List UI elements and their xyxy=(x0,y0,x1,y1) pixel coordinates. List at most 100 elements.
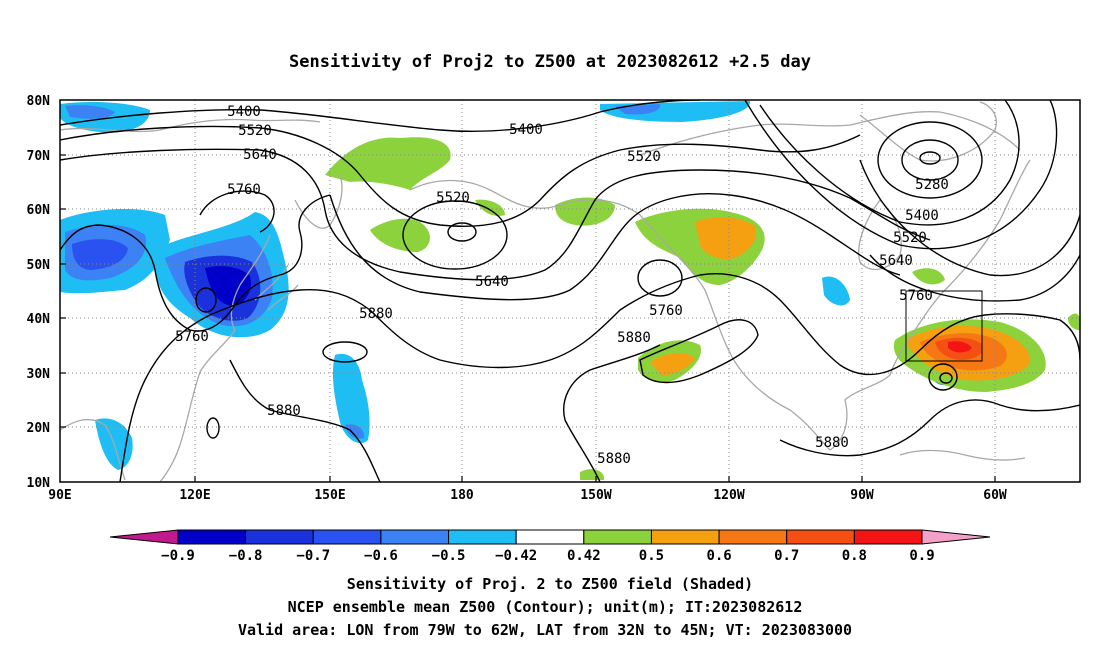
contour-low-japan xyxy=(195,287,217,313)
contour-label: 5520 xyxy=(238,123,272,139)
colorbar-swatch xyxy=(380,529,450,545)
contour-5520-arctic xyxy=(60,125,861,227)
contour-label: 5520 xyxy=(893,230,927,246)
shade-eastpac-orange xyxy=(650,353,695,376)
colorbar-swatch xyxy=(177,529,247,545)
positive-sensitivity-shading xyxy=(325,137,1080,480)
colorbar-label: 0.42 xyxy=(567,548,601,564)
contour-bermuda-outer xyxy=(928,363,958,391)
figure-title: Sensitivity of Proj2 to Z500 at 20230826… xyxy=(289,52,811,72)
contour-5760-main xyxy=(60,193,901,332)
longitude-labels: 90E 120E 150E 180 150W 120W 90W 60W xyxy=(48,488,1007,503)
contour-label: 5880 xyxy=(815,435,849,451)
colorbar-label: −0.42 xyxy=(495,548,537,564)
colorbar-label: −0.9 xyxy=(161,548,195,564)
coast-caribbean xyxy=(899,449,1026,461)
coast-kamchatka xyxy=(294,174,343,229)
coast-east-asia xyxy=(159,234,271,482)
contour-label: 5760 xyxy=(227,182,261,198)
lon-label: 90W xyxy=(850,488,874,503)
negative-sensitivity-shading xyxy=(60,101,951,470)
contour-label: 5520 xyxy=(627,149,661,165)
shade-pacific-strip xyxy=(332,353,370,444)
contour-high-pacific xyxy=(322,341,368,363)
coast-greenland xyxy=(859,101,997,162)
lat-label: 70N xyxy=(27,149,51,164)
contour-bermuda-inner xyxy=(939,372,953,384)
z500-contours xyxy=(60,100,1080,482)
colorbar-label: 0.7 xyxy=(774,548,799,564)
colorbar-max-triangle xyxy=(921,529,991,545)
contour-5280-core xyxy=(919,151,941,165)
contour-5760-west xyxy=(199,190,275,233)
contour-small-tropic xyxy=(206,417,220,439)
coastlines xyxy=(60,101,1031,482)
coast-gulf xyxy=(829,289,946,451)
lat-label: 40N xyxy=(27,312,51,327)
lon-label: 120W xyxy=(713,488,744,503)
shade-canada-orange xyxy=(695,217,757,260)
contour-5880-main xyxy=(119,273,1080,482)
shade-arctic-west-core xyxy=(65,105,115,119)
contour-low-bering xyxy=(447,222,477,242)
shade-bering-green xyxy=(370,218,430,252)
shade-atlantic-peak xyxy=(948,341,972,353)
colorbar-swatch xyxy=(312,529,382,545)
contour-polar-5760 xyxy=(869,254,1080,302)
colorbar-swatch xyxy=(650,529,720,545)
lat-label: 20N xyxy=(27,421,51,436)
shade-west-siberia-core2 xyxy=(72,239,128,270)
colorbar-swatch xyxy=(245,529,314,545)
coast-hudson xyxy=(858,199,902,271)
colorbar-label: −0.8 xyxy=(229,548,263,564)
valid-area-box xyxy=(905,290,983,362)
contour-label: 5640 xyxy=(243,147,277,163)
lat-label: 80N xyxy=(27,94,51,109)
contour-label: 5280 xyxy=(915,177,949,193)
coast-indochina xyxy=(60,418,126,481)
colorbar-swatch xyxy=(583,529,652,545)
colorbar-label: 0.6 xyxy=(706,548,731,564)
lon-label: 150E xyxy=(314,488,345,503)
shade-aleutian-green xyxy=(475,199,505,216)
contour-polar-5400 xyxy=(759,100,1020,226)
caption-line-2: NCEP ensemble mean Z500 (Contour); unit(… xyxy=(288,598,803,616)
shade-arctic-green xyxy=(325,137,451,190)
coast-labrador xyxy=(944,159,1031,291)
contour-5280-ring1 xyxy=(901,139,959,181)
caption: Sensitivity of Proj. 2 to Z500 field (Sh… xyxy=(238,575,852,639)
lon-label: 60W xyxy=(983,488,1007,503)
contour-label: 5640 xyxy=(475,274,509,290)
caption-line-3: Valid area: LON from 79W to 62W, LAT fro… xyxy=(238,621,852,639)
coast-canada-north xyxy=(639,111,1021,156)
colorbar-label: −0.5 xyxy=(432,548,466,564)
contour-label: 5880 xyxy=(267,403,301,419)
contour-label: 5520 xyxy=(436,190,470,206)
contour-5400-arctic xyxy=(60,100,701,132)
contour-label: 5640 xyxy=(879,253,913,269)
lon-label: 150W xyxy=(580,488,611,503)
tick-marks xyxy=(60,154,996,482)
contour-low-bering-outer xyxy=(402,200,508,270)
contour-label: 5760 xyxy=(649,303,683,319)
colorbar-label: 0.9 xyxy=(909,548,934,564)
colorbar-swatch xyxy=(718,529,788,545)
shade-gulf-alaska-green xyxy=(555,197,615,226)
contour-5280-ring2 xyxy=(877,121,983,199)
colorbar-label: −0.7 xyxy=(296,548,330,564)
lat-label: 30N xyxy=(27,367,51,382)
contour-polar-5640 xyxy=(859,159,1080,277)
colorbar-labels: −0.9 −0.8 −0.7 −0.6 −0.5 −0.42 0.42 0.5 0.6 0.7 0.… xyxy=(161,548,935,564)
contour-label: 5400 xyxy=(905,208,939,224)
contour-5640-arctic xyxy=(60,148,931,281)
colorbar-label: −0.6 xyxy=(364,548,398,564)
lat-label: 50N xyxy=(27,258,51,273)
contour-label: 5400 xyxy=(509,122,543,138)
shade-hudson-green xyxy=(912,268,945,285)
contour-polar-5520 xyxy=(744,100,1058,250)
contour-5880-cutoff xyxy=(639,319,759,384)
shade-south-green xyxy=(580,469,605,480)
contour-label: 5880 xyxy=(617,330,651,346)
caption-line-1: Sensitivity of Proj. 2 to Z500 field (Sh… xyxy=(347,575,753,593)
